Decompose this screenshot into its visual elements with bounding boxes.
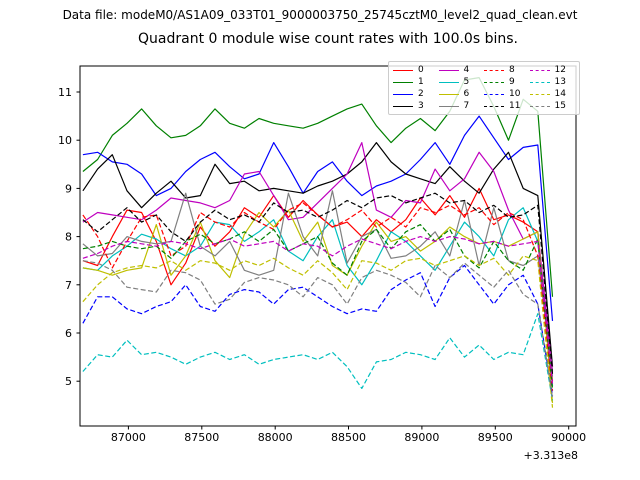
legend-item-14: 14 bbox=[529, 88, 576, 100]
y-tick-label: 10 bbox=[58, 134, 72, 147]
y-tick-label: 11 bbox=[58, 86, 72, 99]
legend-item-11: 11 bbox=[484, 100, 530, 112]
legend-line-sample bbox=[393, 69, 413, 71]
legend-item-label: 10 bbox=[509, 89, 521, 99]
series-line-14 bbox=[82, 255, 554, 408]
legend-item-label: 11 bbox=[509, 101, 521, 111]
legend-item-label: 15 bbox=[554, 101, 566, 111]
legend-item-label: 4 bbox=[463, 65, 470, 75]
y-tick-label: 8 bbox=[65, 231, 72, 244]
legend-line-sample bbox=[529, 81, 550, 83]
series-line-2 bbox=[82, 115, 554, 321]
series-line-3 bbox=[82, 142, 554, 367]
series-line-11 bbox=[82, 192, 554, 375]
legend-line-sample bbox=[393, 105, 413, 107]
legend-line-sample bbox=[438, 93, 459, 95]
legend-line-sample bbox=[438, 69, 459, 71]
x-offset-label: +3.313e8 bbox=[524, 449, 578, 462]
x-tick-label: 88000 bbox=[258, 431, 293, 444]
legend-line-sample bbox=[484, 69, 504, 71]
legend-line-sample bbox=[529, 93, 550, 95]
y-tick-label: 7 bbox=[65, 279, 72, 292]
x-tick-label: 89000 bbox=[404, 431, 439, 444]
series-line-6 bbox=[82, 209, 554, 403]
legend-item-label: 5 bbox=[463, 77, 470, 87]
data-file-text: Data file: modeM0/AS1A09_033T01_90000037… bbox=[62, 8, 578, 22]
y-tick-label: 6 bbox=[65, 327, 72, 340]
legend-item-label: 7 bbox=[463, 101, 470, 111]
x-tick-label: 87000 bbox=[111, 431, 146, 444]
legend-item-label: 9 bbox=[509, 77, 515, 87]
legend-line-sample bbox=[393, 93, 413, 95]
legend-item-label: 6 bbox=[463, 89, 470, 99]
series-line-10 bbox=[82, 264, 554, 396]
x-tick-label: 90000 bbox=[551, 431, 586, 444]
legend-item-7: 7 bbox=[438, 100, 485, 112]
legend-item-5: 5 bbox=[438, 76, 485, 88]
series-line-12 bbox=[82, 236, 554, 384]
legend-item-4: 4 bbox=[438, 64, 485, 76]
legend-item-label: 3 bbox=[418, 101, 424, 111]
legend-item-15: 15 bbox=[529, 100, 576, 112]
legend-line-sample bbox=[529, 69, 550, 71]
series-line-15 bbox=[82, 260, 554, 399]
legend-item-label: 12 bbox=[554, 65, 566, 75]
y-tick-label: 9 bbox=[65, 182, 72, 195]
legend-item-6: 6 bbox=[438, 88, 485, 100]
legend-item-0: 0 bbox=[393, 64, 439, 76]
legend-item-label: 13 bbox=[554, 77, 566, 87]
legend-item-9: 9 bbox=[484, 76, 530, 88]
legend-item-8: 8 bbox=[484, 64, 530, 76]
legend-line-sample bbox=[484, 93, 504, 95]
legend-line-sample bbox=[438, 105, 459, 107]
x-tick-label: 87500 bbox=[184, 431, 219, 444]
legend-item-label: 0 bbox=[418, 65, 424, 75]
legend-line-sample bbox=[393, 81, 413, 83]
chart-title: Quadrant 0 module wise count rates with … bbox=[138, 31, 518, 47]
legend-item-13: 13 bbox=[529, 76, 576, 88]
series-line-9 bbox=[82, 224, 554, 389]
legend-item-label: 2 bbox=[418, 89, 424, 99]
series-line-13 bbox=[82, 313, 554, 401]
series-line-4 bbox=[82, 142, 554, 372]
legend-item-3: 3 bbox=[393, 100, 439, 112]
axes-frame bbox=[79, 65, 577, 427]
legend: 0 1 2 3 4 5 6 7 8 9 10 11 12 13 14 15 bbox=[388, 61, 580, 115]
legend-item-2: 2 bbox=[393, 88, 439, 100]
y-tick-label: 5 bbox=[65, 375, 72, 388]
series-line-8 bbox=[82, 202, 554, 391]
legend-item-10: 10 bbox=[484, 88, 530, 100]
legend-line-sample bbox=[529, 105, 550, 107]
legend-line-sample bbox=[484, 105, 504, 107]
legend-item-label: 14 bbox=[554, 89, 566, 99]
legend-line-sample bbox=[484, 81, 504, 83]
x-tick-label: 88500 bbox=[331, 431, 366, 444]
legend-item-12: 12 bbox=[529, 64, 576, 76]
legend-item-label: 1 bbox=[418, 77, 424, 87]
legend-line-sample bbox=[438, 81, 459, 83]
x-tick-label: 89500 bbox=[478, 431, 513, 444]
legend-item-label: 8 bbox=[509, 65, 515, 75]
series-line-7 bbox=[82, 190, 554, 377]
legend-item-1: 1 bbox=[393, 76, 439, 88]
